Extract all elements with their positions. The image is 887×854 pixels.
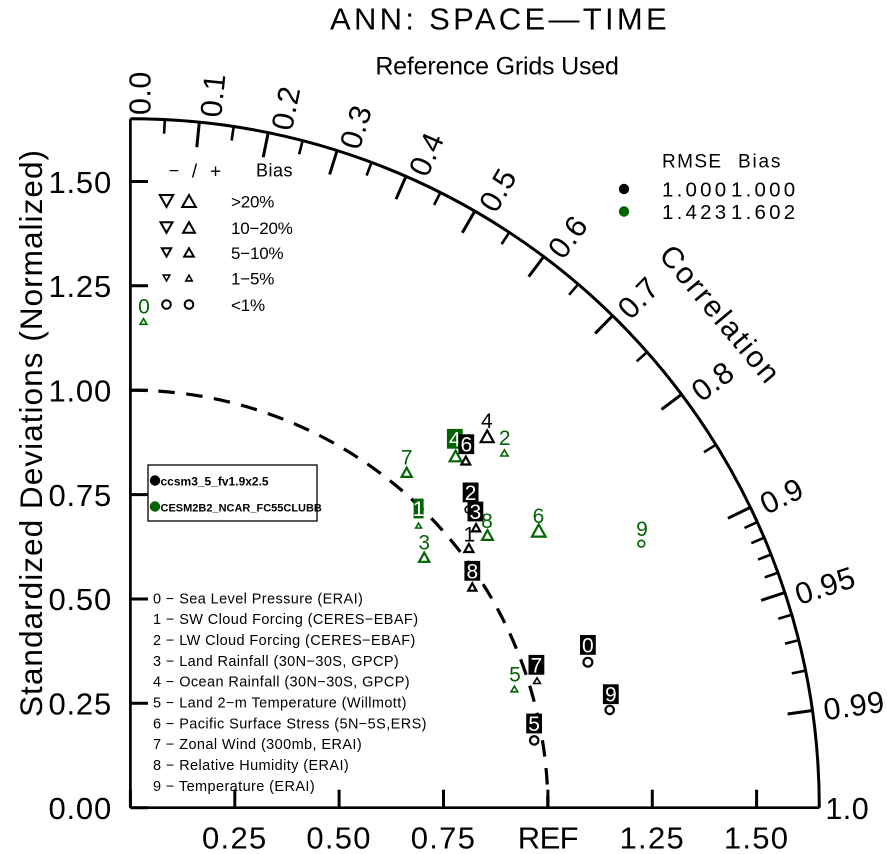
svg-text:0.75: 0.75 [411, 821, 477, 854]
svg-text:2 − LW Cloud Forcing (CERES−EB: 2 − LW Cloud Forcing (CERES−EBAF) [153, 633, 416, 649]
svg-text:>20%: >20% [231, 193, 274, 212]
svg-text:5: 5 [509, 664, 521, 687]
svg-text:1.25: 1.25 [620, 821, 686, 854]
svg-text:1.00: 1.00 [48, 374, 112, 409]
svg-text:6 − Pacific Surface Stress (5N: 6 − Pacific Surface Stress (5N−5S,ERS) [153, 716, 427, 732]
svg-text:−: − [169, 161, 180, 181]
svg-text:0.75: 0.75 [48, 478, 112, 513]
svg-text:6: 6 [533, 505, 545, 528]
svg-text:0.1: 0.1 [194, 72, 232, 119]
svg-text:1.423: 1.423 [662, 201, 729, 224]
svg-text:4: 4 [481, 410, 493, 433]
svg-text:10−20%: 10−20% [231, 219, 293, 238]
svg-text:1.602: 1.602 [731, 201, 798, 224]
svg-text:7: 7 [531, 654, 543, 677]
svg-text:Bias: Bias [738, 152, 782, 173]
svg-text:5−10%: 5−10% [231, 244, 283, 263]
svg-text:1−5%: 1−5% [231, 270, 274, 289]
svg-text:1.25: 1.25 [48, 269, 112, 304]
svg-text:4: 4 [449, 428, 461, 451]
svg-text:+: + [210, 162, 221, 183]
svg-text:ANN: SPACE—TIME: ANN: SPACE—TIME [330, 2, 670, 37]
svg-text:7 − Zonal Wind (300mb, ERAI): 7 − Zonal Wind (300mb, ERAI) [153, 737, 362, 753]
svg-text:3: 3 [470, 501, 482, 524]
svg-text:7: 7 [401, 447, 413, 470]
svg-text:RMSE: RMSE [662, 152, 723, 173]
svg-text:4 − Ocean Rainfall (30N−30S, G: 4 − Ocean Rainfall (30N−30S, GPCP) [153, 675, 410, 691]
svg-text:1.50: 1.50 [724, 821, 790, 854]
svg-text:0 − Sea Level Pressure (ERAI): 0 − Sea Level Pressure (ERAI) [153, 591, 363, 607]
svg-text:1 − SW Cloud Forcing (CERES−EB: 1 − SW Cloud Forcing (CERES−EBAF) [153, 612, 418, 628]
svg-text:9: 9 [605, 684, 617, 707]
svg-text:0: 0 [138, 296, 150, 319]
svg-text:Standardized Deviations (Norma: Standardized Deviations (Normalized) [13, 149, 49, 717]
svg-text:<1%: <1% [231, 296, 265, 315]
svg-text:0: 0 [582, 634, 594, 657]
svg-text:Reference Grids Used: Reference Grids Used [375, 53, 618, 81]
svg-text:1.000: 1.000 [662, 178, 729, 201]
svg-text:0.0: 0.0 [124, 71, 158, 115]
svg-text:1: 1 [463, 524, 475, 547]
svg-text:2: 2 [499, 427, 511, 450]
svg-text:Bias: Bias [256, 161, 293, 181]
svg-text:5 − Land 2−m Temperature (Will: 5 − Land 2−m Temperature (Willmott) [153, 696, 407, 712]
svg-text:5: 5 [528, 713, 540, 736]
svg-text:8: 8 [481, 510, 493, 533]
svg-text:ccsm3_5_fv1.9x2.5: ccsm3_5_fv1.9x2.5 [161, 475, 269, 489]
svg-text:0.50: 0.50 [48, 582, 112, 617]
svg-text:1.0: 1.0 [825, 792, 869, 826]
svg-text:0.00: 0.00 [48, 791, 112, 826]
svg-text:3: 3 [418, 532, 430, 555]
svg-text:0.25: 0.25 [202, 821, 268, 854]
svg-text:3 − Land Rainfall (30N−30S, GP: 3 − Land Rainfall (30N−30S, GPCP) [153, 654, 399, 670]
svg-text:/: / [192, 162, 198, 183]
svg-text:CESM2B2_NCAR_FC55CLUBB: CESM2B2_NCAR_FC55CLUBB [161, 503, 322, 515]
svg-text:8: 8 [466, 560, 478, 583]
svg-text:REF: REF [518, 821, 578, 854]
svg-text:1.000: 1.000 [731, 178, 798, 201]
svg-text:9 − Temperature (ERAI): 9 − Temperature (ERAI) [153, 779, 315, 795]
svg-text:0.50: 0.50 [306, 821, 372, 854]
svg-text:2: 2 [465, 482, 477, 505]
svg-text:6: 6 [460, 434, 472, 457]
svg-text:1: 1 [413, 498, 425, 521]
svg-text:0.25: 0.25 [48, 687, 112, 722]
svg-text:9: 9 [636, 518, 648, 541]
svg-text:1.50: 1.50 [48, 165, 112, 200]
svg-text:8 − Relative Humidity (ERAI): 8 − Relative Humidity (ERAI) [153, 758, 349, 774]
